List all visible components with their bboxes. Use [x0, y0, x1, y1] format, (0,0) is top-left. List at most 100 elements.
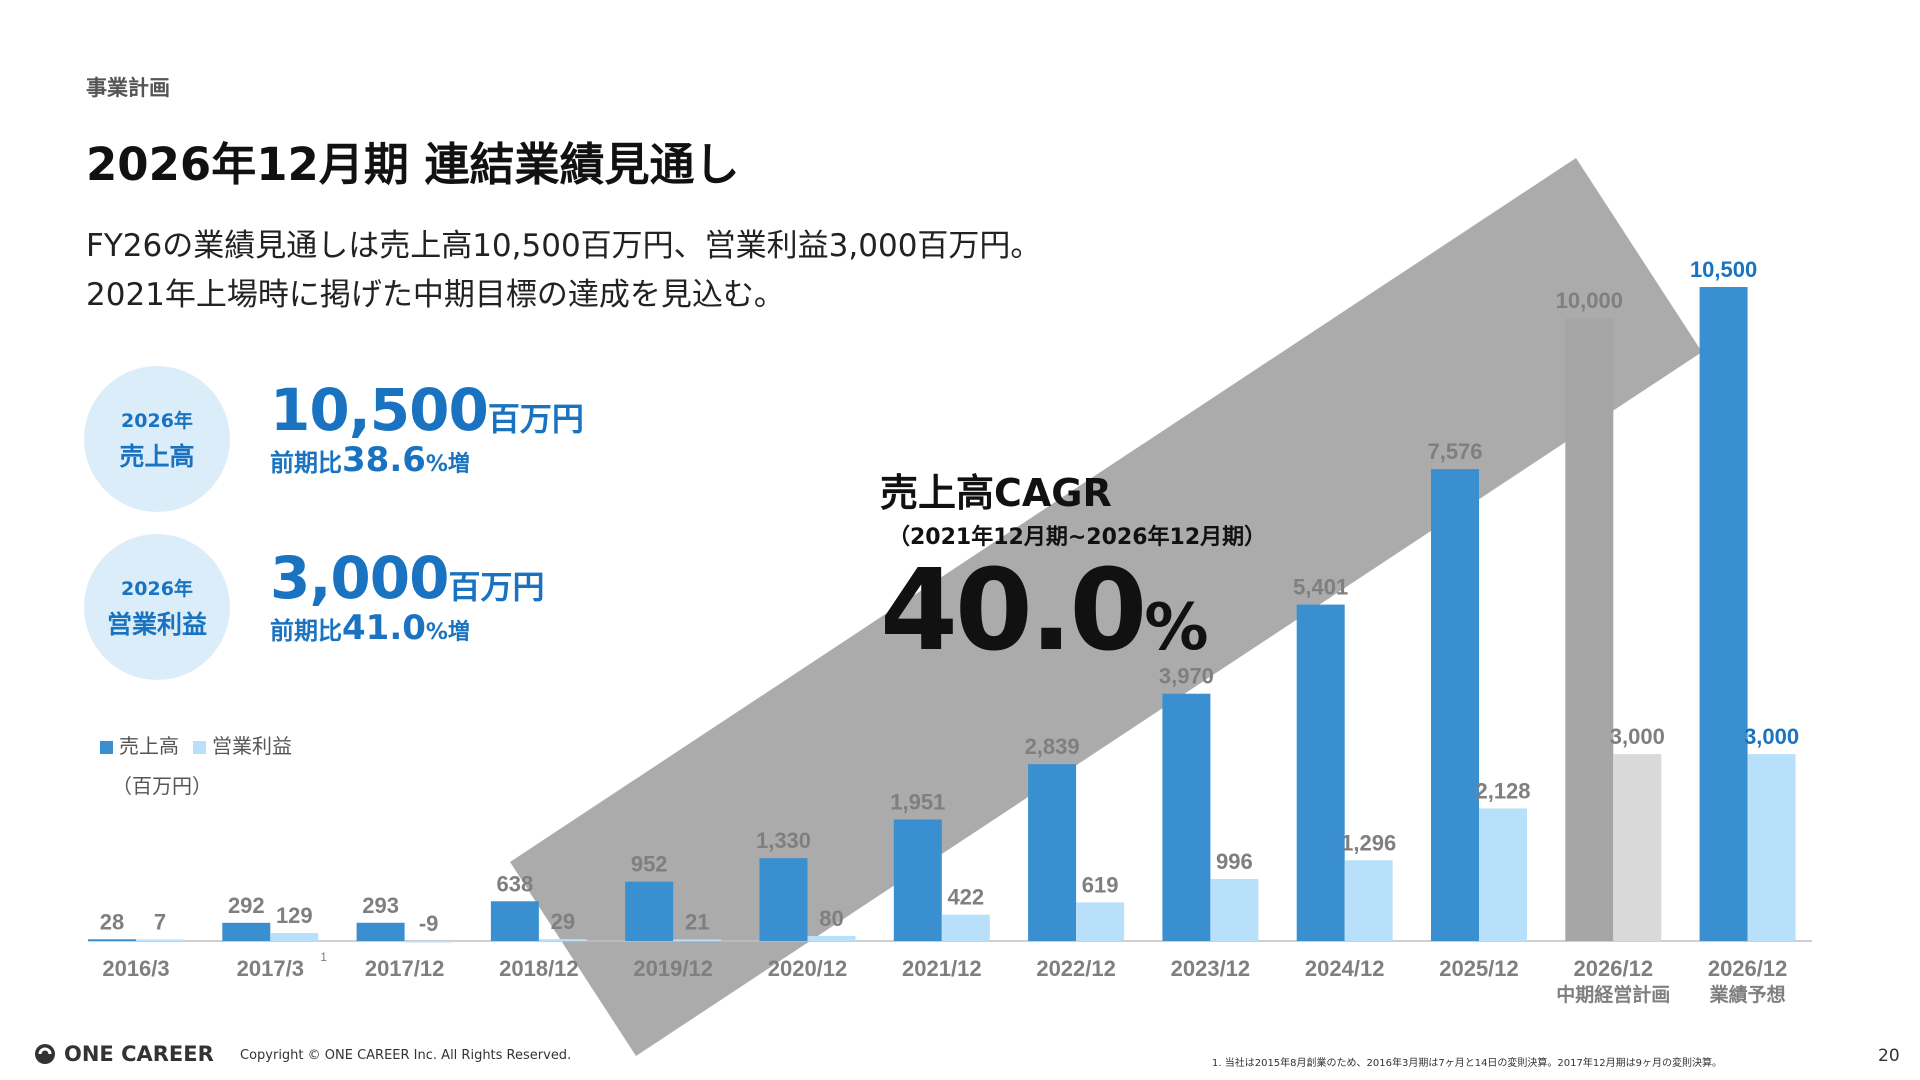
lead-text: FY26の業績見通しは売上高10,500百万円、営業利益3,000百万円。 20… [86, 222, 1041, 320]
profit-bar-6 [941, 914, 990, 941]
revenue-bar-7 [1028, 764, 1077, 941]
logo-text: ONE CAREER [64, 1042, 214, 1066]
revenue-bar-1 [222, 922, 271, 941]
profit-bar-11 [1613, 754, 1662, 941]
profit-bar-8 [1210, 878, 1259, 941]
category-sublabel-11: 中期経営計画 [1556, 983, 1670, 1006]
revenue-kpi: 10,500百万円 前期比38.6%増 [270, 376, 584, 480]
revenue-bar-11 [1565, 318, 1614, 942]
profit-label-10: 2,128 [1475, 778, 1530, 803]
revenue-bar-9 [1296, 604, 1345, 941]
profit-label-6: 422 [947, 885, 984, 910]
profit-bar-3 [538, 939, 587, 941]
page-title: 2026年12月期 連結業績見通し [86, 138, 740, 191]
revenue-label-1: 292 [228, 893, 265, 918]
category-label-6: 2021/12 [902, 956, 982, 981]
profit-label-12: 3,000 [1744, 724, 1799, 749]
revenue-badge: 2026年 売上高 [84, 366, 230, 512]
profit-bar-0 [136, 939, 184, 941]
lead-line-1: FY26の業績見通しは売上高10,500百万円、営業利益3,000百万円。 [86, 228, 1042, 264]
category-label-5: 2020/12 [768, 956, 848, 981]
cagr-callout: 売上高CAGR （2021年12月期~2026年12月期） 40.0% [880, 462, 1266, 684]
company-logo: ONE CAREER [34, 1042, 214, 1066]
revenue-bar-3 [490, 901, 539, 941]
profit-bar-9 [1344, 860, 1393, 941]
revenue-label-12: 10,500 [1690, 257, 1757, 282]
profit-badge-name: 営業利益 [106, 609, 207, 639]
revenue-label-2: 293 [362, 893, 399, 918]
profit-bar-4 [673, 939, 722, 941]
profit-label-1: 129 [276, 903, 313, 928]
chart-bars: 28 7 2016/3 292 129 2017/3 1 293 -9 2017/12 638 29 2… [88, 257, 1812, 1006]
profit-bar-1 [270, 932, 319, 941]
category-label-4: 2019/12 [633, 956, 713, 981]
revenue-bar-10 [1431, 469, 1479, 941]
revenue-label-7: 2,839 [1025, 734, 1080, 759]
footnote: 1. 当社は2015年8月創業のため、2016年3月期は7ヶ月と14日の変則決算… [1212, 1058, 1722, 1069]
cagr-period: （2021年12月期~2026年12月期） [888, 525, 1267, 550]
category-label-10: 2025/12 [1439, 956, 1519, 981]
profit-badge-year: 2026年 [121, 577, 193, 600]
revenue-value: 10,500 [270, 376, 489, 444]
revenue-label-10: 7,576 [1427, 439, 1482, 464]
page-number: 20 [1878, 1046, 1900, 1066]
profit-label-3: 29 [551, 909, 575, 934]
revenue-label-5: 1,330 [756, 828, 811, 853]
category-label-12: 2026/12 [1708, 956, 1788, 981]
revenue-bar-8 [1162, 693, 1211, 941]
revenue-label-8: 3,970 [1159, 664, 1214, 689]
revenue-bar-2 [356, 922, 405, 941]
revenue-label-3: 638 [497, 871, 534, 896]
revenue-badge-year: 2026年 [121, 409, 193, 432]
category-label-9: 2024/12 [1305, 956, 1385, 981]
legend-revenue-label: 売上高 [119, 734, 179, 758]
legend-profit: 営業利益 [193, 730, 292, 759]
profit-yoy-suffix: %増 [425, 620, 470, 645]
lead-line-2: 2021年上場時に掲げた中期目標の達成を見込む。 [86, 277, 785, 313]
category-label-0: 2016/3 [102, 956, 169, 981]
profit-value: 3,000 [270, 544, 449, 612]
profit-label-7: 619 [1082, 872, 1119, 897]
profit-label-4: 21 [685, 910, 709, 935]
legend-revenue: 売上高 [100, 730, 179, 759]
category-sublabel-12: 業績予想 [1709, 983, 1786, 1006]
profit-badge: 2026年 営業利益 [84, 534, 230, 680]
profit-label-5: 80 [819, 906, 843, 931]
legend-profit-label: 営業利益 [212, 734, 292, 758]
category-label-2: 2017/12 [365, 956, 445, 981]
revenue-bar-4 [625, 881, 674, 941]
profit-label-8: 996 [1216, 849, 1253, 874]
section-label: 事業計画 [86, 76, 170, 100]
chart-legend: 売上高 営業利益 [100, 730, 292, 759]
cagr-value: 40.0% [880, 555, 1266, 684]
profit-bar-12 [1747, 754, 1796, 941]
revenue-label-0: 28 [100, 909, 124, 934]
category-footnote-mark: 1 [320, 950, 327, 964]
profit-bar-10 [1479, 808, 1527, 941]
revenue-yoy-suffix: %増 [425, 452, 470, 477]
category-label-8: 2023/12 [1171, 956, 1251, 981]
revenue-bar-5 [759, 858, 808, 941]
revenue-label-11: 10,000 [1556, 288, 1623, 313]
category-label-7: 2022/12 [1036, 956, 1116, 981]
unit-label: （百万円） [112, 774, 212, 798]
revenue-yoy-value: 38.6 [342, 440, 426, 480]
revenue-label-9: 5,401 [1293, 575, 1348, 600]
profit-label-2: -9 [419, 911, 439, 936]
revenue-bar-12 [1699, 287, 1748, 941]
cagr-suffix: % [1144, 591, 1208, 665]
growth-arrow [510, 158, 1702, 1056]
revenue-bar-0 [88, 939, 136, 941]
revenue-bar-6 [893, 819, 942, 941]
legend-profit-swatch [193, 741, 206, 754]
profit-label-9: 1,296 [1341, 830, 1396, 855]
category-label-3: 2018/12 [499, 956, 579, 981]
category-label-1: 2017/3 [237, 956, 304, 981]
logo-icon [35, 1044, 55, 1064]
legend-revenue-swatch [100, 741, 113, 754]
category-label-11: 2026/12 [1574, 956, 1654, 981]
profit-kpi: 3,000百万円 前期比41.0%増 [270, 544, 544, 648]
profit-yoy-value: 41.0 [342, 608, 426, 648]
profit-unit: 百万円 [448, 568, 545, 606]
